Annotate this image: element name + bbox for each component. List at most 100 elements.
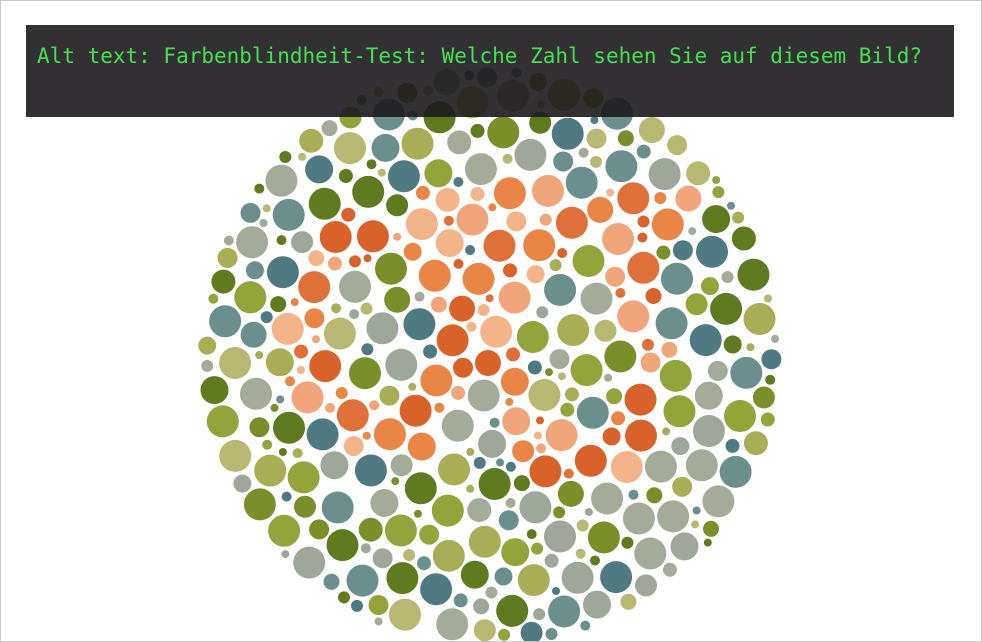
plate-dot-background	[591, 482, 624, 515]
plate-dot-background	[544, 553, 559, 568]
plate-dot-background	[519, 491, 552, 524]
plate-dot-figure	[640, 352, 661, 373]
plate-dot-background	[447, 130, 472, 155]
plate-dot-background	[466, 447, 475, 456]
plate-dot-figure	[555, 206, 588, 239]
plate-dot-background	[496, 594, 529, 627]
plate-dot-background	[276, 235, 287, 246]
plate-dot-background	[765, 374, 776, 385]
plate-dot-background	[636, 144, 651, 159]
plate-dot-figure	[430, 296, 447, 313]
plate-dot-background	[375, 252, 407, 285]
plate-dot-background	[604, 340, 637, 373]
plate-dot-figure	[451, 385, 466, 400]
plate-dot-background	[587, 521, 620, 554]
plate-dot-background	[688, 227, 697, 236]
plate-dot-background	[478, 468, 511, 500]
plate-dot-background	[494, 567, 513, 586]
plate-dot-background	[732, 211, 745, 224]
plate-dot-background	[326, 529, 359, 562]
plate-dot-background	[265, 348, 294, 377]
plate-dot-figure	[605, 266, 626, 287]
plate-dot-figure	[271, 312, 304, 345]
plate-dot-background	[672, 240, 693, 261]
plate-dot-background	[501, 538, 530, 567]
plate-dot-background	[240, 377, 272, 410]
plate-dot-figure	[341, 207, 356, 222]
plate-dot-background	[217, 247, 238, 268]
plate-dot-background	[198, 336, 217, 355]
plate-dot-background	[724, 400, 756, 432]
plate-dot-figure	[399, 394, 432, 427]
plate-dot-background	[502, 153, 513, 164]
plate-dot-background	[338, 591, 350, 604]
plate-dot-background	[528, 379, 561, 411]
plate-dot-background	[272, 198, 305, 231]
plate-dot-figure	[407, 432, 436, 461]
plate-dot-background	[292, 448, 303, 459]
plate-dot-background	[712, 176, 721, 184]
plate-dot-background	[473, 456, 486, 469]
plate-dot-figure	[574, 444, 607, 477]
plate-dot-figure	[617, 300, 650, 333]
plate-dot-background	[467, 379, 500, 412]
plate-dot-background	[565, 387, 579, 402]
plate-dot-background	[234, 281, 267, 314]
plate-dot-background	[646, 487, 663, 504]
plate-dot-background	[584, 508, 593, 516]
plate-dot-background	[466, 484, 475, 493]
plate-dot-figure	[483, 229, 516, 262]
plate-dot-figure	[615, 288, 626, 298]
plate-dot-background	[553, 506, 566, 519]
plate-dot-background	[743, 303, 776, 335]
plate-dot-background	[710, 292, 743, 325]
plate-dot-background	[529, 111, 552, 134]
plate-dot-background	[561, 561, 594, 594]
plate-dot-background	[746, 343, 755, 352]
plate-dot-background	[600, 561, 633, 594]
plate-dot-background	[273, 411, 305, 444]
plate-dot-background	[520, 621, 543, 641]
plate-dot-background	[496, 458, 504, 467]
plate-dot-background	[628, 489, 639, 500]
plate-dot-background	[470, 123, 485, 138]
plate-dot-figure	[298, 271, 331, 304]
plate-dot-background	[760, 412, 775, 427]
plate-dot-background	[321, 120, 338, 137]
plate-dot-background	[685, 449, 718, 482]
plate-dot-background	[423, 344, 438, 359]
plate-dot-background	[436, 608, 469, 641]
plate-dot-figure	[436, 324, 469, 357]
plate-dot-figure	[625, 419, 657, 452]
plate-dot-background	[249, 417, 270, 438]
plate-dot-background	[549, 349, 570, 369]
plate-dot-background	[351, 599, 363, 612]
plate-dot-background	[605, 150, 638, 183]
plate-dot-background	[617, 130, 634, 147]
plate-dot-background	[371, 133, 400, 162]
plate-dot-figure	[536, 443, 547, 454]
plate-dot-figure	[485, 294, 494, 303]
plate-dot-background	[586, 128, 607, 149]
plate-dot-background	[211, 269, 236, 294]
plate-dot-figure	[502, 407, 531, 436]
plate-dot-background	[419, 524, 440, 545]
plate-dot-background	[505, 461, 516, 472]
plate-dot-background	[703, 520, 719, 537]
plate-dot-background	[572, 245, 605, 277]
plate-dot-figure	[654, 192, 667, 204]
plate-dot-background	[268, 514, 301, 547]
plate-dot-background	[294, 495, 316, 518]
plate-dot-background	[485, 586, 498, 599]
plate-dot-background	[662, 562, 677, 577]
plate-dot-background	[701, 277, 719, 296]
plate-dot-background	[287, 461, 320, 494]
plate-dot-background	[590, 555, 600, 566]
plate-dot-background	[590, 116, 599, 125]
plate-dot-background	[560, 402, 575, 417]
plate-dot-figure	[611, 411, 626, 426]
plate-dot-figure	[462, 262, 495, 295]
plate-dot-background	[346, 564, 379, 597]
plate-dot-background	[255, 351, 264, 359]
plate-dot-background	[368, 595, 389, 615]
